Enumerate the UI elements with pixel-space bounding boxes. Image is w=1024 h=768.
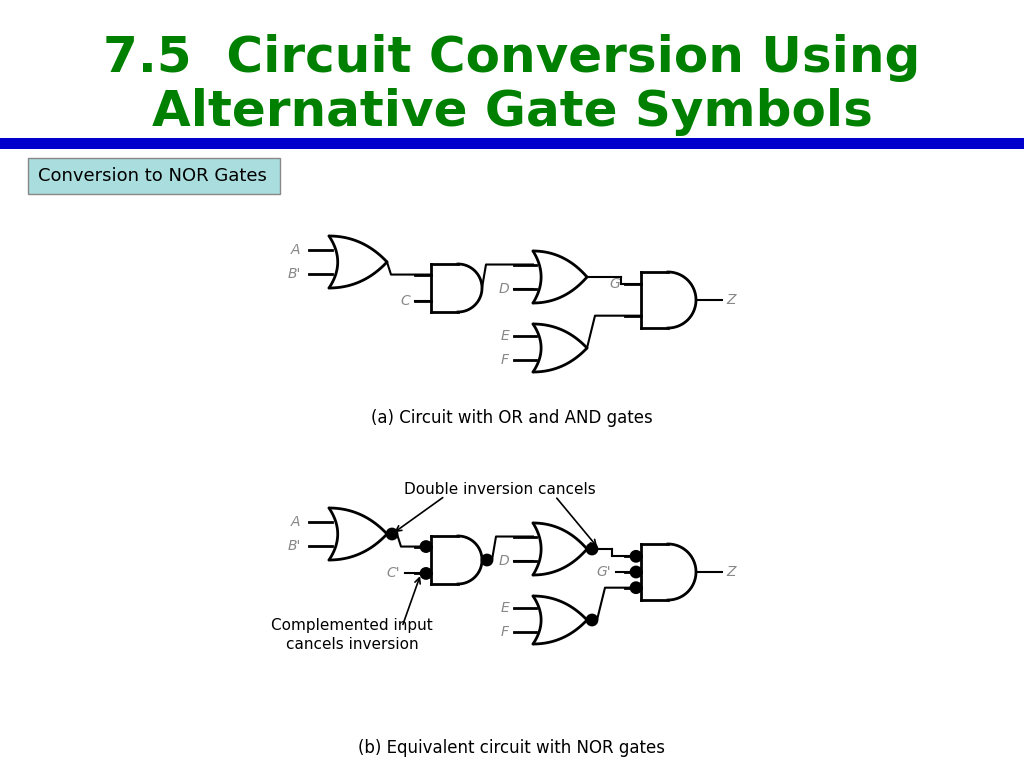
Bar: [28, 158, 280, 194]
Text: Conversion to NOR Gates: Conversion to NOR Gates: [38, 167, 267, 185]
Text: C': C': [386, 567, 399, 581]
Circle shape: [421, 568, 431, 578]
Text: D: D: [499, 283, 509, 296]
Circle shape: [587, 544, 597, 554]
Text: (b) Equivalent circuit with NOR gates: (b) Equivalent circuit with NOR gates: [358, 739, 666, 757]
Circle shape: [482, 555, 492, 565]
Text: G: G: [609, 277, 620, 291]
Text: F: F: [501, 353, 509, 366]
Text: Double inversion cancels: Double inversion cancels: [404, 482, 596, 496]
Text: A: A: [291, 515, 301, 528]
Bar: [0, 138, 1024, 149]
Text: B': B': [288, 267, 301, 282]
Circle shape: [421, 541, 431, 551]
Circle shape: [631, 567, 641, 577]
Text: Alternative Gate Symbols: Alternative Gate Symbols: [152, 88, 872, 136]
Text: Z: Z: [726, 565, 735, 579]
Text: A: A: [291, 243, 301, 257]
Text: Z: Z: [726, 293, 735, 307]
Text: B': B': [288, 539, 301, 554]
Circle shape: [587, 615, 597, 625]
Text: F: F: [501, 624, 509, 638]
Text: E: E: [501, 601, 509, 615]
Text: E: E: [501, 329, 509, 343]
Circle shape: [631, 551, 641, 561]
Text: (a) Circuit with OR and AND gates: (a) Circuit with OR and AND gates: [371, 409, 653, 427]
Text: D: D: [499, 554, 509, 568]
Text: Complemented input
cancels inversion: Complemented input cancels inversion: [271, 617, 433, 652]
Text: 7.5  Circuit Conversion Using: 7.5 Circuit Conversion Using: [103, 34, 921, 82]
Circle shape: [387, 529, 397, 539]
Text: G': G': [596, 565, 611, 579]
Text: C: C: [400, 294, 410, 309]
Circle shape: [631, 583, 641, 593]
